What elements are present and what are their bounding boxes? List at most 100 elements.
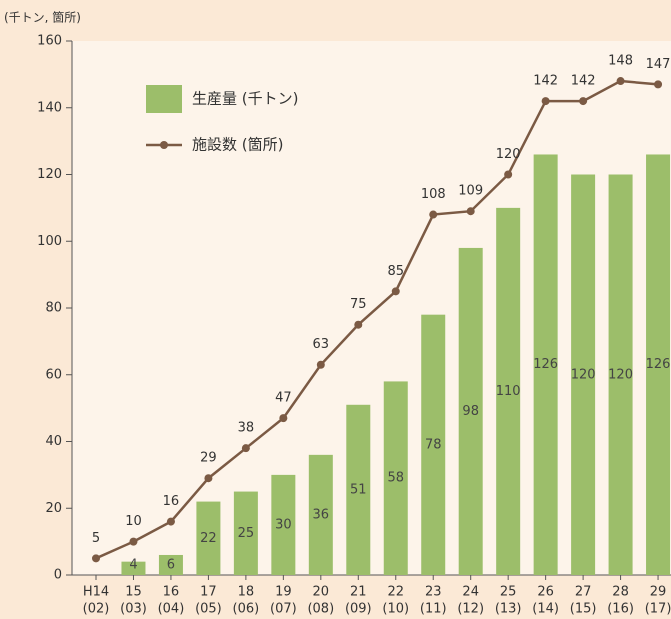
line-value-label: 75 — [350, 297, 367, 312]
bar-value-label: 78 — [425, 437, 442, 452]
line-point — [354, 320, 363, 329]
line-point — [616, 77, 625, 86]
x-tick-label: 27 — [575, 585, 592, 600]
bar-value-label: 6 — [167, 557, 175, 572]
bar — [458, 247, 483, 576]
bar-value-label: 110 — [496, 384, 521, 399]
bar — [646, 154, 671, 575]
y-tick-label: 160 — [37, 34, 62, 49]
bar-value-label: 58 — [387, 471, 404, 486]
x-tick-label: H14 — [83, 585, 109, 600]
y-tick-label: 40 — [45, 434, 62, 449]
y-tick-label: 120 — [37, 167, 62, 182]
x-tick-sublabel: (13) — [495, 602, 522, 617]
x-tick-sublabel: (04) — [158, 602, 185, 617]
x-tick-sublabel: (16) — [607, 602, 634, 617]
line-point — [654, 80, 663, 89]
x-tick-sublabel: (10) — [382, 602, 409, 617]
bar-value-label: 36 — [313, 507, 330, 522]
bar — [308, 454, 333, 575]
x-tick-sublabel: (12) — [457, 602, 484, 617]
x-tick-label: 25 — [500, 585, 517, 600]
line-value-label: 5 — [92, 531, 100, 546]
bar — [271, 474, 296, 575]
bar — [421, 314, 446, 575]
x-tick-sublabel: (06) — [233, 602, 260, 617]
line-point — [391, 287, 400, 296]
line-value-label: 108 — [421, 187, 446, 202]
line-point — [241, 444, 250, 453]
bar — [346, 404, 371, 575]
x-tick-label: 20 — [313, 585, 330, 600]
bar — [571, 174, 596, 575]
x-tick-label: 19 — [275, 585, 292, 600]
bar-value-label: 51 — [350, 482, 367, 497]
x-tick-sublabel: (15) — [570, 602, 597, 617]
x-tick-label: 26 — [537, 585, 554, 600]
x-tick-label: 18 — [238, 585, 255, 600]
x-tick-sublabel: (03) — [120, 602, 147, 617]
bar-value-label: 25 — [238, 526, 255, 541]
bar — [121, 561, 146, 575]
bar-value-label: 120 — [571, 367, 596, 382]
line-value-label: 120 — [496, 147, 521, 162]
line-point — [579, 97, 588, 106]
x-tick-sublabel: (07) — [270, 602, 297, 617]
y-tick-label: 60 — [45, 367, 62, 382]
line-point — [166, 517, 175, 526]
bar — [233, 491, 258, 575]
x-tick-label: 21 — [350, 585, 367, 600]
y-axis-label: (千トン, 箇所) — [4, 11, 81, 25]
line-point — [541, 97, 550, 106]
line-value-label: 109 — [458, 184, 483, 199]
line-value-label: 147 — [646, 57, 671, 72]
line-value-label: 29 — [200, 451, 217, 466]
x-tick-label: 16 — [163, 585, 180, 600]
x-tick-sublabel: (05) — [195, 602, 222, 617]
line-point — [429, 210, 438, 219]
legend-swatch — [146, 85, 182, 113]
x-tick-sublabel: (09) — [345, 602, 372, 617]
line-value-label: 38 — [238, 421, 255, 436]
line-value-label: 63 — [313, 337, 330, 352]
bar — [158, 554, 183, 575]
bar — [608, 174, 633, 575]
line-value-label: 142 — [571, 74, 596, 89]
x-tick-label: 28 — [612, 585, 629, 600]
y-tick-label: 0 — [54, 568, 62, 583]
line-value-label: 10 — [125, 514, 142, 529]
bar — [383, 381, 408, 575]
x-tick-sublabel: (08) — [307, 602, 334, 617]
legend-label: 生産量 (千トン) — [192, 90, 298, 108]
bar — [496, 207, 521, 575]
line-point — [279, 414, 288, 423]
x-tick-sublabel: (17) — [645, 602, 671, 617]
bar-value-label: 22 — [200, 531, 217, 546]
x-tick-sublabel: (11) — [420, 602, 447, 617]
line-value-label: 47 — [275, 391, 292, 406]
line-point — [92, 554, 100, 563]
line-value-label: 16 — [163, 494, 180, 509]
line-value-label: 148 — [608, 54, 633, 69]
legend-point — [160, 141, 168, 149]
bar-value-label: 120 — [608, 367, 633, 382]
line-point — [504, 170, 513, 179]
x-tick-sublabel: (14) — [532, 602, 559, 617]
legend-label: 施設数 (箇所) — [192, 136, 283, 154]
line-point — [204, 474, 213, 483]
line-point — [129, 537, 138, 546]
x-tick-label: 24 — [462, 585, 479, 600]
x-tick-label: 29 — [650, 585, 667, 600]
x-tick-label: 15 — [125, 585, 142, 600]
line — [95, 79, 659, 560]
bar — [196, 501, 221, 575]
x-tick-sublabel: (02) — [83, 602, 110, 617]
y-tick-label: 20 — [45, 501, 62, 516]
y-tick-label: 100 — [37, 234, 62, 249]
y-tick-label: 140 — [37, 100, 62, 115]
bar-value-label: 98 — [462, 404, 479, 419]
line-point — [316, 360, 325, 369]
bar-value-label: 126 — [533, 357, 558, 372]
x-tick-label: 23 — [425, 585, 442, 600]
